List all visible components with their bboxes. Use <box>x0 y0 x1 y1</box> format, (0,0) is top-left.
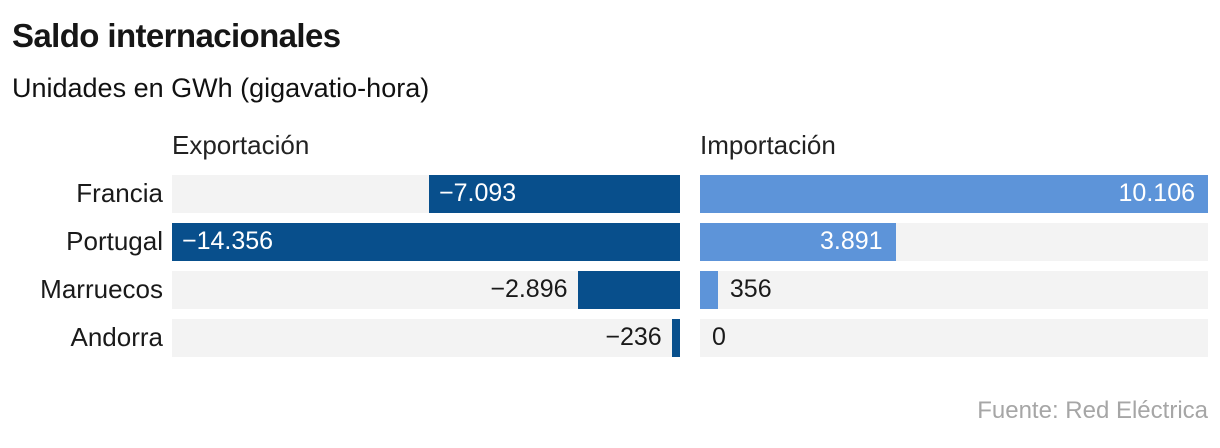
chart-row: Francia −7.093 10.106 <box>12 174 1208 213</box>
balance-bar-chart: Exportación Importación Francia −7.093 10.… <box>12 129 1208 357</box>
import-track: 356 <box>700 270 1208 309</box>
chart-row: Andorra −236 0 <box>12 318 1208 357</box>
export-bar <box>671 318 680 357</box>
import-track: 3.891 <box>700 222 1208 261</box>
page-title: Saldo internacionales <box>12 17 341 54</box>
row-label: Francia <box>76 178 163 209</box>
column-headers: Exportación Importación <box>12 129 1208 161</box>
export-bar-value: −2.896 <box>490 275 568 304</box>
export-bar-value: −7.093 <box>439 179 517 208</box>
export-track: −2.896 <box>172 270 680 309</box>
import-bar-value: 10.106 <box>1118 179 1195 208</box>
row-label: Portugal <box>66 226 163 257</box>
import-track: 10.106 <box>700 174 1208 213</box>
col-header-importacion: Importación <box>700 129 836 160</box>
import-track: 0 <box>700 318 1208 357</box>
source-credit: Fuente: Red Eléctrica <box>977 396 1208 424</box>
export-bar: −7.093 <box>429 174 680 213</box>
chart-page: Saldo internacionales Unidades en GWh (g… <box>0 16 1220 424</box>
export-bar <box>577 270 680 309</box>
export-track: −236 <box>172 318 680 357</box>
import-bar-value: 3.891 <box>820 227 883 256</box>
row-label: Marruecos <box>40 274 163 305</box>
row-label: Andorra <box>70 322 164 353</box>
import-bar-value: 356 <box>729 275 772 304</box>
chart-row: Portugal −14.356 3.891 <box>12 222 1208 261</box>
import-bar: 3.891 <box>700 222 896 261</box>
export-track: −14.356 <box>172 222 680 261</box>
export-bar: −14.356 <box>172 222 680 261</box>
import-bar: 10.106 <box>700 174 1208 213</box>
export-bar-value: −14.356 <box>182 227 274 256</box>
chart-rows: Francia −7.093 10.106 Portugal −14.356 3.891 M… <box>12 174 1208 357</box>
import-bar-value: 0 <box>712 323 726 352</box>
page-subtitle: Unidades en GWh (gigavatio-hora) <box>12 72 430 103</box>
export-track: −7.093 <box>172 174 680 213</box>
import-bar <box>700 270 718 309</box>
export-bar-value: −236 <box>605 323 662 352</box>
col-header-exportacion: Exportación <box>172 129 310 160</box>
chart-row: Marruecos −2.896 356 <box>12 270 1208 309</box>
